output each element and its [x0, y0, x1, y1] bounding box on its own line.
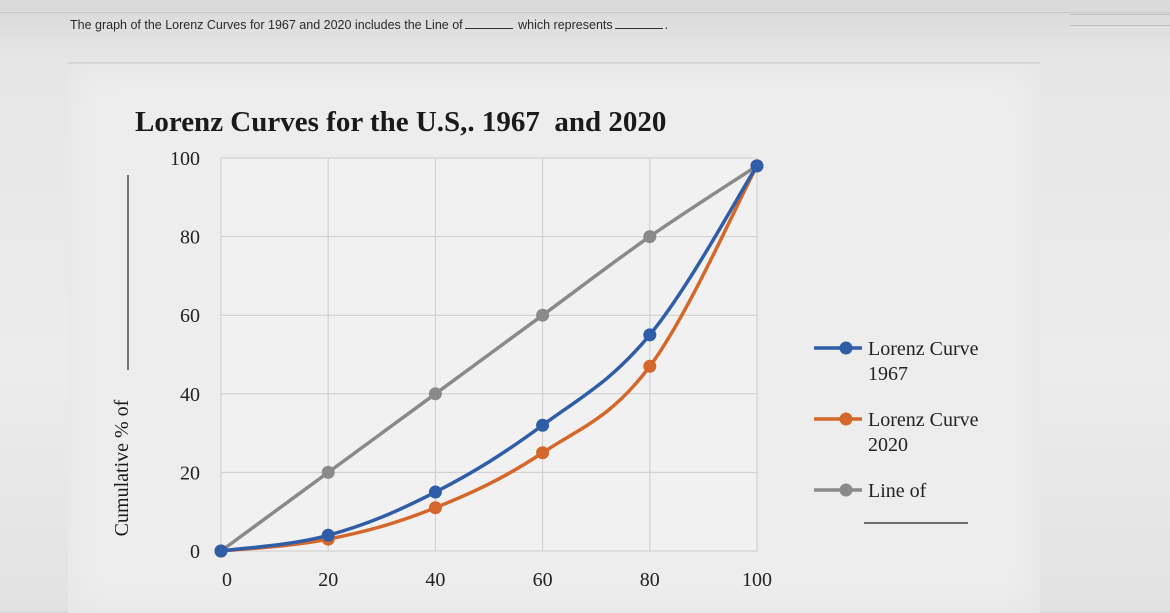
- x-tick-labels: 0 20 40 60 80 100: [222, 569, 772, 591]
- data-point: [428, 387, 442, 401]
- y-tick-label: 0: [190, 541, 200, 563]
- x-tick-label: 20: [318, 569, 338, 591]
- x-tick-label: 100: [742, 569, 772, 591]
- series-0: [214, 159, 764, 558]
- legend-item-1: Lorenz Curve 2020: [814, 409, 979, 456]
- legend-marker: [839, 341, 853, 355]
- legend-label: Line of: [868, 480, 927, 502]
- question-end: .: [664, 18, 669, 32]
- y-axis-label-group: Cumulative % of: [111, 175, 133, 536]
- legend-item-0: Lorenz Curve 1967: [814, 338, 979, 385]
- chart-series: [214, 159, 764, 558]
- legend-marker: [839, 483, 853, 497]
- data-point: [321, 465, 335, 479]
- x-tick-label: 40: [425, 569, 445, 591]
- x-tick-label: 80: [640, 569, 660, 591]
- data-point: [750, 159, 764, 173]
- data-point: [643, 328, 657, 342]
- y-tick-label: 20: [180, 462, 200, 484]
- legend-label: Lorenz Curve: [868, 338, 979, 360]
- legend-item-2: Line of: [814, 480, 927, 502]
- x-tick-label: 60: [533, 569, 553, 591]
- data-point: [536, 308, 550, 322]
- legend-label: 1967: [868, 363, 908, 385]
- answer-blank-2[interactable]: [614, 18, 663, 29]
- data-point: [643, 359, 657, 373]
- chart-legend: Lorenz Curve 1967 Lorenz Curve 2020 Line of: [814, 338, 979, 524]
- legend-marker: [839, 412, 853, 426]
- data-point: [536, 418, 550, 432]
- data-point: [214, 544, 228, 558]
- legend-label: 2020: [868, 434, 908, 456]
- question-text: The graph of the Lorenz Curves for 1967 …: [70, 18, 668, 32]
- y-tick-label: 80: [180, 227, 200, 249]
- data-point: [643, 230, 657, 244]
- data-point: [428, 501, 442, 515]
- y-tick-label: 100: [170, 148, 200, 170]
- answer-blank-1[interactable]: [464, 18, 513, 29]
- x-tick-label: 0: [222, 569, 232, 591]
- top-divider: [0, 12, 1170, 13]
- question-part2: which represents: [518, 18, 613, 32]
- data-point: [536, 446, 550, 460]
- y-tick-label: 40: [180, 384, 200, 406]
- series-line: [219, 164, 759, 553]
- chart-title: Lorenz Curves for the U.S,. 1967 and 202…: [135, 106, 666, 138]
- question-part1: The graph of the Lorenz Curves for 1967 …: [70, 18, 463, 32]
- legend-label: Lorenz Curve: [868, 409, 979, 431]
- y-tick-labels: 0 20 40 60 80 100: [170, 148, 200, 563]
- y-axis-label: Cumulative % of: [111, 399, 133, 536]
- top-right-field: [1070, 14, 1170, 26]
- data-point: [428, 485, 442, 499]
- data-point: [321, 528, 335, 542]
- y-tick-label: 60: [180, 305, 200, 327]
